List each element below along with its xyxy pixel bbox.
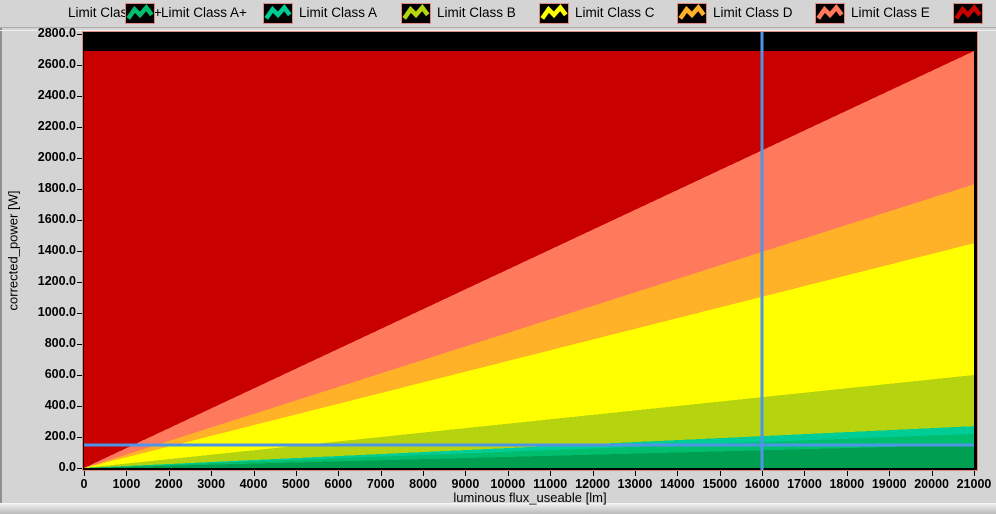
y-tick-mark (77, 65, 82, 66)
x-tick-mark (84, 471, 85, 476)
x-tick-label: 15000 (702, 477, 738, 491)
x-tick-label: 7000 (366, 477, 395, 491)
y-tick-label: 0.0 (58, 460, 76, 474)
y-tick-mark (77, 282, 82, 283)
legend-item-limit-class-c[interactable]: Limit Class C (575, 5, 655, 20)
x-tick-label: 14000 (659, 477, 695, 491)
x-tick-label: 3000 (197, 477, 226, 491)
legend-item-limit-class-a[interactable]: Limit Class A (299, 5, 378, 20)
y-tick-mark (77, 220, 82, 221)
x-tick-mark (168, 471, 170, 476)
y-tick-label: 1000.0 (37, 305, 76, 319)
y-tick-mark (77, 34, 82, 35)
legend-entry-wave-icon[interactable] (953, 3, 983, 24)
y-tick-mark (77, 437, 82, 438)
y-tick-label: 2600.0 (37, 57, 76, 71)
y-tick-mark (77, 96, 82, 97)
x-tick-label: 18000 (829, 477, 865, 491)
x-tick-mark (931, 471, 933, 476)
y-tick-mark (77, 313, 82, 314)
x-tick-label: 13000 (617, 477, 653, 491)
x-tick-label: 17000 (787, 477, 822, 491)
x-tick-mark (974, 471, 975, 476)
x-tick-label: 5000 (281, 477, 310, 491)
x-tick-mark (550, 471, 552, 476)
legend-limit-class-c-wave-icon[interactable] (539, 3, 569, 24)
y-tick-mark (77, 189, 82, 190)
y-tick-label: 2000.0 (37, 150, 76, 164)
x-tick-mark (338, 471, 340, 476)
plot-area[interactable] (82, 31, 978, 471)
legend-item-limit-class-ap[interactable]: Limit Class A+ (161, 5, 247, 20)
y-tick-label: 2800.0 (37, 26, 76, 40)
x-axis-title: luminous flux_useable [lm] (453, 490, 607, 505)
x-tick-mark (889, 471, 891, 476)
y-tick-mark (77, 406, 82, 407)
x-tick-label: 20000 (914, 477, 949, 491)
x-tick-mark (762, 471, 764, 476)
y-tick-label: 1400.0 (37, 243, 76, 257)
x-tick-mark (677, 471, 679, 476)
x-tick-label: 2000 (154, 477, 183, 491)
y-tick-label: 200.0 (44, 429, 76, 443)
legend-item-limit-class-d[interactable]: Limit Class D (713, 5, 793, 20)
y-axis-title: corrected_power [W] (5, 190, 21, 311)
x-tick-mark (719, 471, 721, 476)
legend-limit-class-b-wave-icon[interactable] (401, 3, 431, 24)
y-tick-label: 600.0 (44, 367, 76, 381)
x-tick-mark (634, 471, 636, 476)
x-tick-mark (507, 471, 509, 476)
x-tick-mark (126, 471, 128, 476)
x-tick-label: 4000 (239, 477, 268, 491)
legend-limit-class-a-wave-icon[interactable] (263, 3, 293, 24)
legend-item-limit-class-e[interactable]: Limit Class E (851, 5, 930, 20)
x-tick-label: 16000 (744, 477, 780, 491)
window-bottom-strip (0, 503, 996, 514)
x-tick-mark (211, 471, 213, 476)
legend-item-limit-class-b[interactable]: Limit Class B (437, 5, 516, 20)
x-tick-mark (295, 471, 297, 476)
y-tick-mark (77, 468, 82, 469)
legend-limit-class-e-wave-icon[interactable] (815, 3, 845, 24)
x-tick-mark (253, 471, 255, 476)
x-tick-mark (592, 471, 594, 476)
y-tick-label: 1200.0 (37, 274, 76, 288)
x-tick-mark (423, 471, 425, 476)
x-tick-mark (804, 471, 806, 476)
x-tick-label: 19000 (871, 477, 907, 491)
y-tick-mark (77, 158, 82, 159)
y-tick-label: 1600.0 (37, 212, 76, 226)
y-tick-label: 400.0 (44, 398, 76, 412)
x-tick-mark (380, 471, 382, 476)
y-tick-mark (77, 127, 82, 128)
y-tick-mark (77, 251, 82, 252)
x-tick-mark (846, 471, 848, 476)
x-tick-label: 21000 (956, 477, 992, 491)
x-tick-label: 6000 (324, 477, 353, 491)
x-tick-mark (465, 471, 467, 476)
y-tick-mark (77, 344, 82, 345)
x-tick-label: 10000 (490, 477, 526, 491)
region-limit-class-app (84, 444, 974, 468)
x-tick-label: 0 (80, 477, 88, 491)
y-tick-mark (77, 375, 82, 376)
legend-limit-class-ap-wave-icon[interactable] (125, 3, 155, 24)
y-tick-label: 2400.0 (37, 88, 76, 102)
x-tick-label: 9000 (451, 477, 480, 491)
window-left-edge (0, 28, 2, 503)
y-tick-label: 800.0 (44, 336, 76, 350)
x-tick-label: 8000 (409, 477, 437, 491)
x-tick-label: 12000 (575, 477, 610, 491)
x-tick-label: 11000 (533, 477, 568, 491)
y-tick-label: 2200.0 (37, 119, 76, 133)
legend-limit-class-d-wave-icon[interactable] (677, 3, 707, 24)
plot-legend: Limit Class A++ Limit Class A+ Limit Class… (0, 0, 996, 27)
y-tick-label: 1800.0 (37, 181, 76, 195)
x-tick-label: 1000 (112, 477, 141, 491)
limit-class-regions (84, 32, 974, 470)
legend-divider (0, 27, 996, 31)
